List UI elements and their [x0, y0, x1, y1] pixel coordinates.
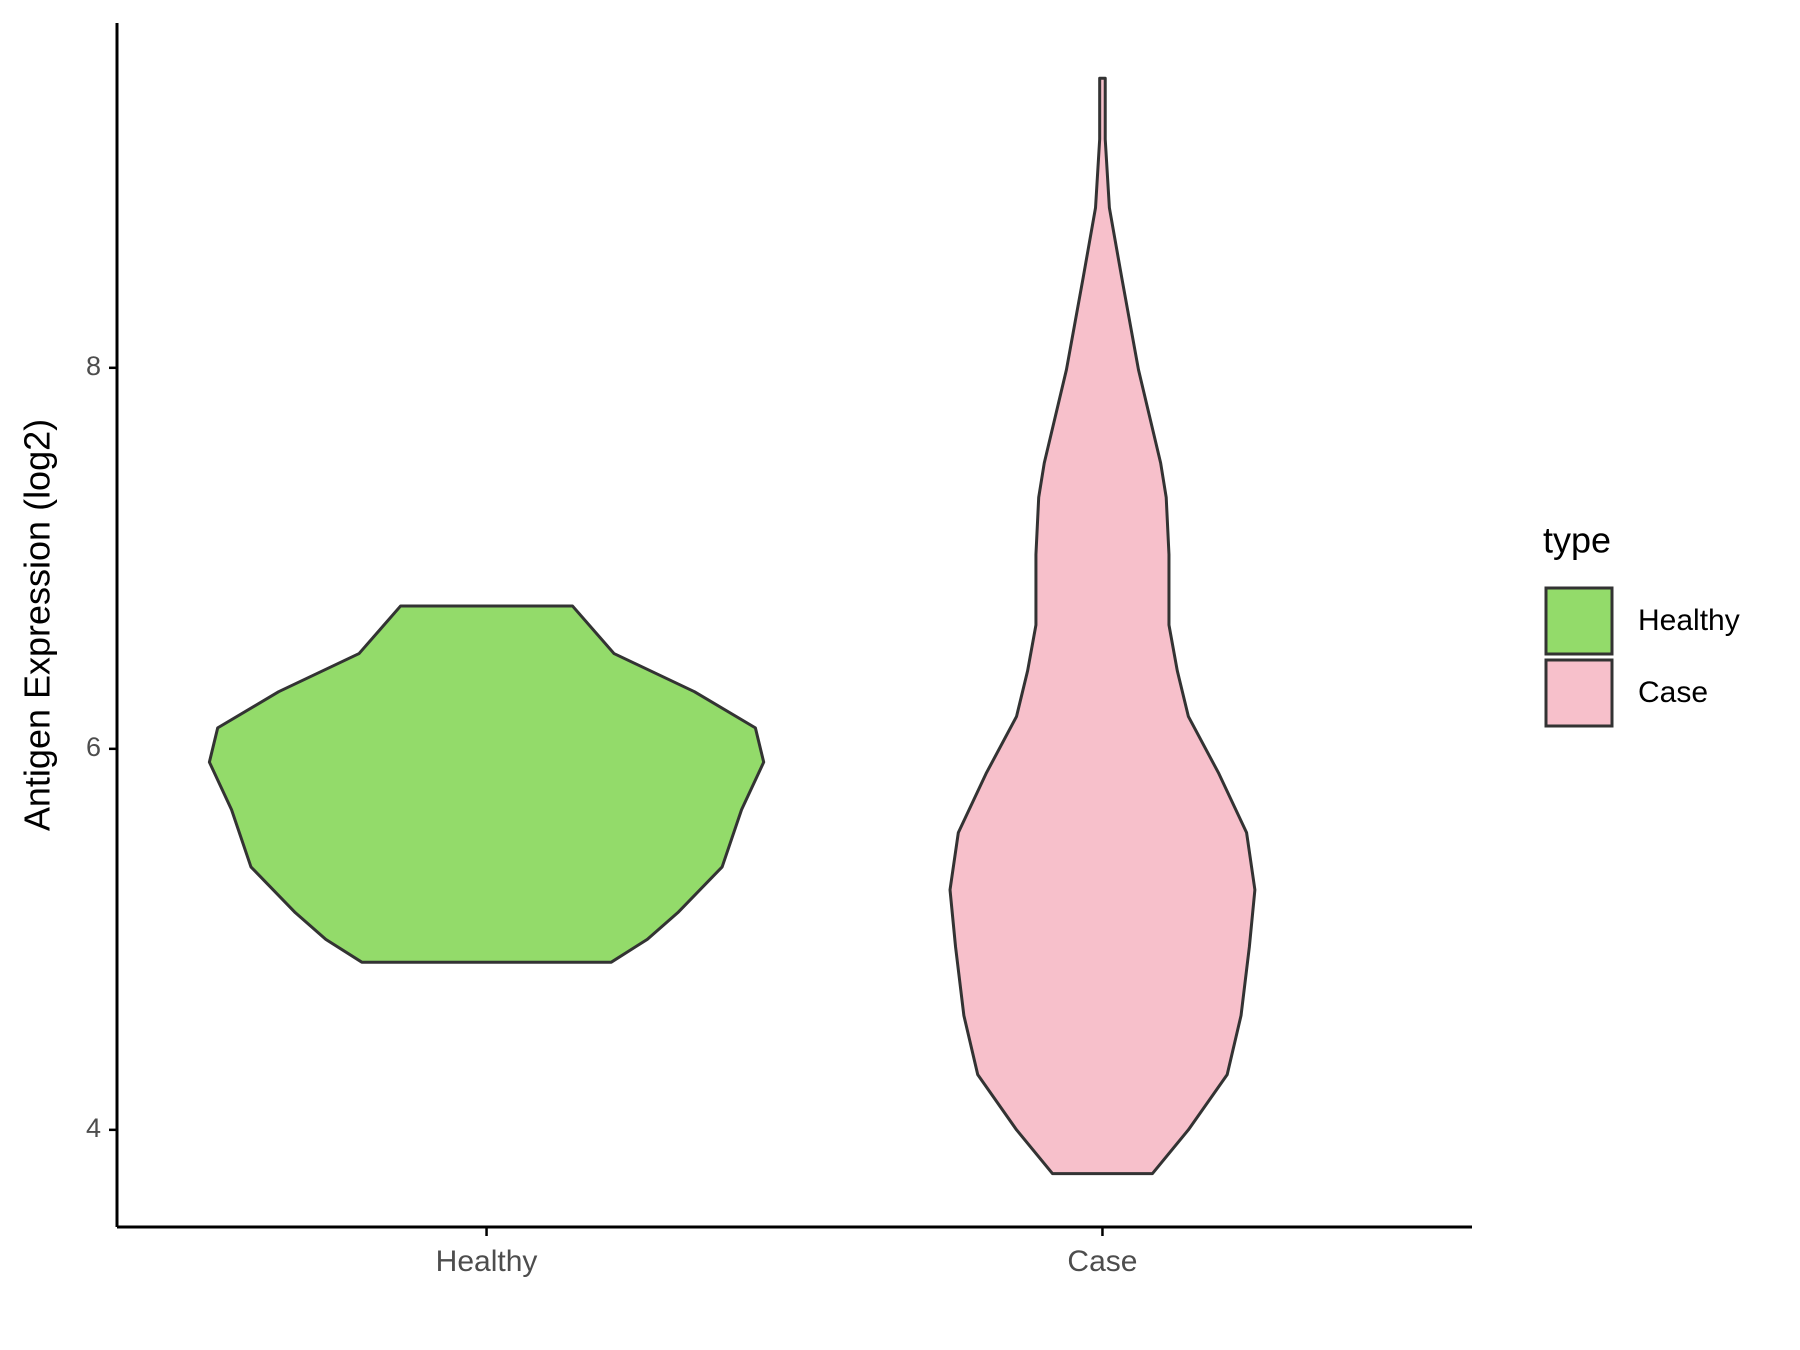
legend-title: type	[1543, 520, 1611, 561]
x-tick-label: Healthy	[436, 1245, 538, 1278]
legend-label: Case	[1638, 676, 1708, 709]
y-axis-title: Antigen Expression (log2)	[17, 419, 58, 831]
y-tick-label: 6	[86, 732, 101, 762]
legend-key	[1544, 658, 1614, 728]
legend-key	[1544, 586, 1614, 656]
x-tick-label: Case	[1067, 1245, 1137, 1278]
violin	[207, 604, 766, 964]
violin	[948, 76, 1257, 1176]
y-tick-label: 4	[86, 1113, 101, 1143]
legend-label: Healthy	[1638, 604, 1740, 637]
y-tick-label: 8	[86, 351, 101, 381]
